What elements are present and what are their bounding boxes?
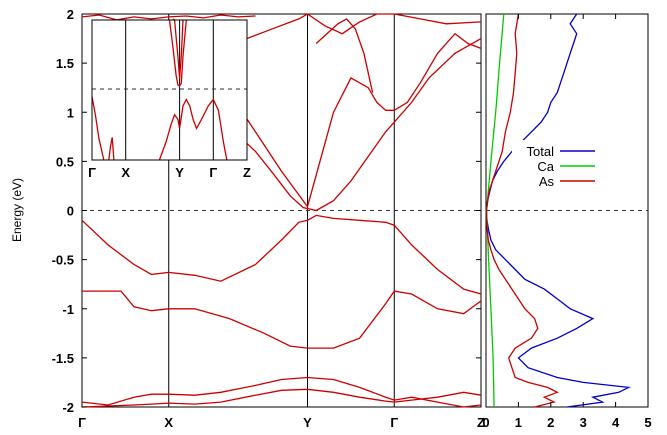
inset-band-line <box>108 137 115 161</box>
dos-tick-label: 3 <box>580 415 587 430</box>
inset-band-line <box>91 96 105 161</box>
dos-panel: 0 1 2 3 4 5 Total Ca As <box>482 13 652 430</box>
energy-axis-title: Energy (eV) <box>10 178 24 242</box>
k-point-label: X <box>164 415 173 430</box>
inset-k-point-label: Z <box>243 165 251 180</box>
dos-tick-label: 2 <box>547 415 554 430</box>
energy-tick-label: 2 <box>67 7 74 22</box>
dos-legend: Total Ca As <box>512 140 622 192</box>
inset-frame <box>91 19 248 161</box>
k-point-label: Γ <box>390 415 398 430</box>
band-line <box>81 214 482 295</box>
inset-k-point-label: Γ <box>88 165 96 180</box>
band-line <box>81 376 482 408</box>
band-line <box>81 14 256 21</box>
inset-band-line <box>173 19 184 79</box>
inset-k-divider-lines <box>125 20 214 160</box>
energy-tick-label: -1 <box>62 302 74 317</box>
band-line <box>315 18 374 93</box>
inset-k-point-label: X <box>121 165 130 180</box>
band-structure-panel: -2 -1.5 -1 -0.5 0 0.5 1 1.5 2 Γ X Y Γ Z Energy (eV) <box>10 7 485 430</box>
band-line <box>82 290 482 349</box>
inset-k-point-label: Γ <box>209 165 217 180</box>
dos-lines <box>485 13 631 408</box>
energy-tick-label: 1 <box>67 105 74 120</box>
k-point-label: Z <box>477 415 485 430</box>
energy-tick-label: -2 <box>62 400 74 415</box>
legend-label-total: Total <box>527 144 555 159</box>
dos-line-as <box>485 13 559 408</box>
inset-k-point-label: Y <box>175 165 184 180</box>
energy-axis-ticks: -2 -1.5 -1 -0.5 0 0.5 1 1.5 2 <box>52 7 481 415</box>
energy-tick-label: 1.5 <box>56 56 74 71</box>
k-point-label: Γ <box>78 415 86 430</box>
dos-tick-label: 5 <box>644 415 651 430</box>
energy-tick-label: 0.5 <box>56 154 74 169</box>
energy-tick-label: -0.5 <box>52 253 74 268</box>
dos-tick-label: 4 <box>612 415 620 430</box>
inset-band-lines <box>91 19 228 161</box>
dos-tick-label: 0 <box>482 415 489 430</box>
inset-band-line <box>158 98 228 161</box>
k-point-label: Y <box>303 415 312 430</box>
energy-tick-label: 0 <box>67 204 74 219</box>
legend-label-ca: Ca <box>537 159 554 174</box>
inset-background <box>92 20 247 160</box>
dos-axis-ticks: 0 1 2 3 4 5 <box>482 14 652 430</box>
legend-label-as: As <box>539 174 555 189</box>
inset-band-line <box>168 19 187 87</box>
dos-tick-label: 1 <box>515 415 522 430</box>
energy-tick-label: -1.5 <box>52 351 74 366</box>
band-line <box>81 388 482 408</box>
